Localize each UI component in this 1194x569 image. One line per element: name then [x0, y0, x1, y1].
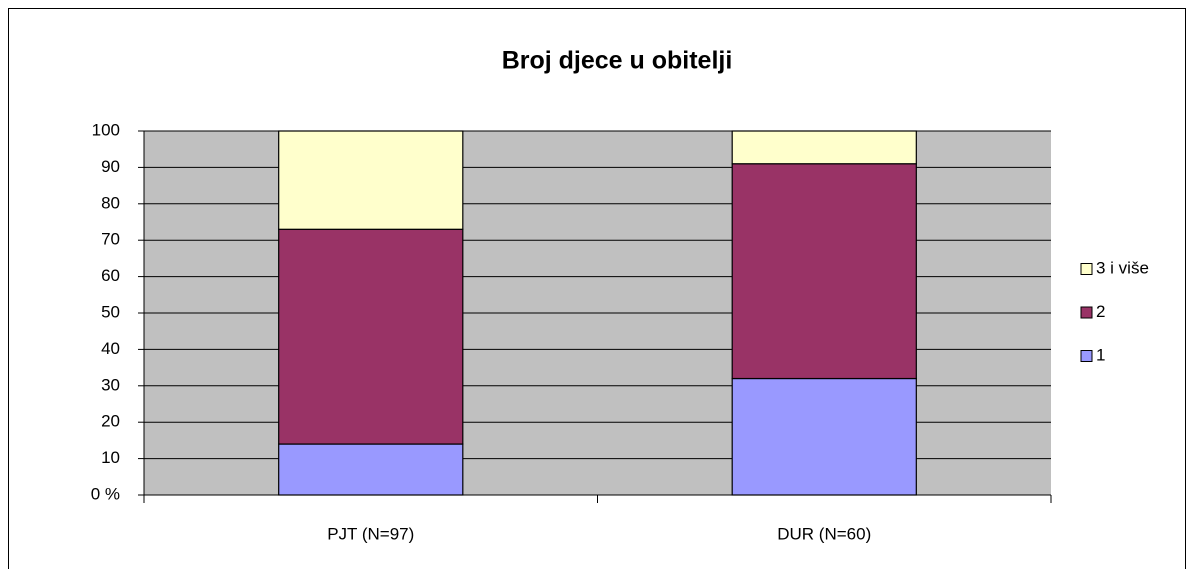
- chart-title: Broj djece u obitelji: [502, 47, 733, 75]
- y-tick-label: 50: [101, 302, 120, 321]
- y-tick-label: 30: [101, 375, 120, 394]
- bar-segment: [278, 130, 464, 230]
- bar-segment: [278, 228, 464, 445]
- legend-swatch: [1080, 306, 1093, 319]
- bar-segment: [278, 443, 464, 496]
- legend-swatch: [1080, 263, 1093, 275]
- bar-segment: [731, 377, 917, 496]
- y-tick-label: 60: [101, 266, 120, 285]
- x-tick-label: DUR (N=60): [777, 524, 871, 543]
- x-tick-label: PJT (N=97): [327, 524, 414, 543]
- y-tick-label: 0 %: [91, 484, 120, 503]
- bar-segment: [731, 163, 917, 380]
- y-tick-label: 90: [101, 157, 120, 176]
- bar-segment: [731, 130, 917, 165]
- legend-label: 1: [1096, 345, 1105, 364]
- y-tick-label: 40: [101, 339, 120, 358]
- y-tick-label: 10: [101, 448, 120, 467]
- legend-label: 3 i više: [1096, 258, 1149, 277]
- legend-swatch: [1080, 350, 1093, 362]
- y-tick-label: 80: [101, 193, 120, 212]
- y-tick-label: 70: [101, 230, 120, 249]
- y-tick-label: 20: [101, 412, 120, 431]
- y-tick-label: 100: [92, 120, 120, 139]
- legend-label: 2: [1096, 302, 1105, 321]
